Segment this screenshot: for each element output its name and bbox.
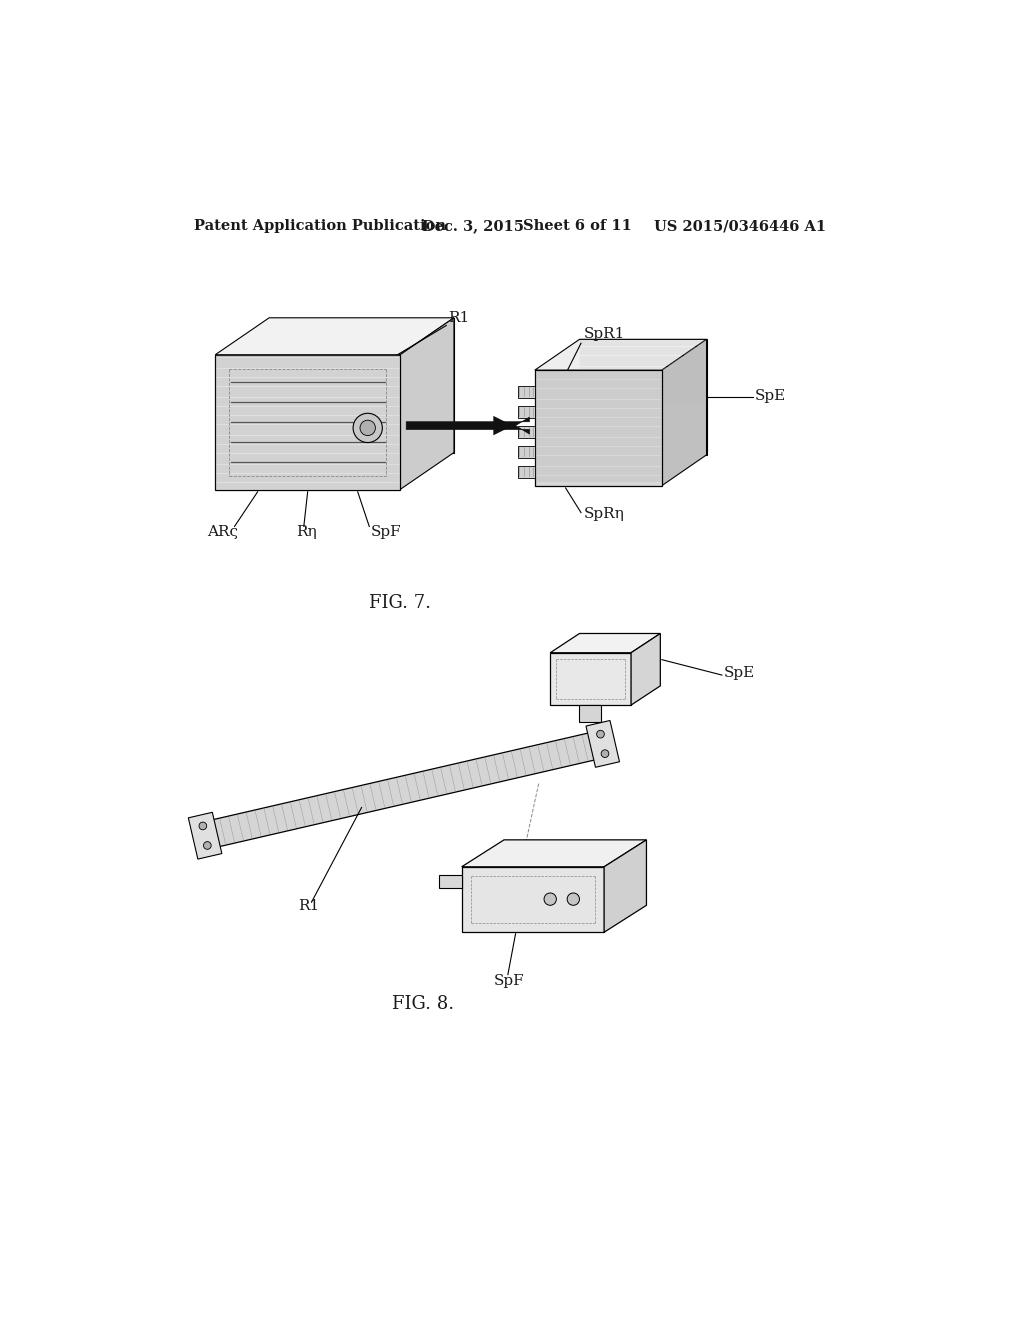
Polygon shape xyxy=(550,653,631,705)
Polygon shape xyxy=(550,634,660,653)
Polygon shape xyxy=(438,874,462,888)
Text: ARς: ARς xyxy=(208,525,239,539)
Text: Sheet 6 of 11: Sheet 6 of 11 xyxy=(523,219,632,234)
Polygon shape xyxy=(535,339,707,370)
Polygon shape xyxy=(586,721,620,767)
Text: SpF: SpF xyxy=(494,974,524,987)
Text: R1: R1 xyxy=(449,312,470,326)
Circle shape xyxy=(567,892,580,906)
Polygon shape xyxy=(407,417,529,434)
Circle shape xyxy=(544,892,556,906)
Circle shape xyxy=(353,413,382,442)
Circle shape xyxy=(597,730,604,738)
Text: Rη: Rη xyxy=(296,525,316,539)
Text: SpRη: SpRη xyxy=(584,507,625,521)
Polygon shape xyxy=(400,318,454,490)
Text: FIG. 7.: FIG. 7. xyxy=(369,594,431,612)
Polygon shape xyxy=(662,339,707,486)
Circle shape xyxy=(204,842,211,849)
Circle shape xyxy=(601,750,609,758)
Polygon shape xyxy=(202,730,606,849)
Text: FIG. 8.: FIG. 8. xyxy=(392,995,455,1012)
Polygon shape xyxy=(518,405,535,418)
Text: US 2015/0346446 A1: US 2015/0346446 A1 xyxy=(654,219,826,234)
Text: Patent Application Publication: Patent Application Publication xyxy=(194,219,445,234)
Polygon shape xyxy=(462,840,646,867)
Polygon shape xyxy=(631,634,660,705)
Text: Dec. 3, 2015: Dec. 3, 2015 xyxy=(422,219,523,234)
Polygon shape xyxy=(604,840,646,932)
Polygon shape xyxy=(215,355,400,490)
Polygon shape xyxy=(518,446,535,458)
Text: SpE: SpE xyxy=(755,389,786,403)
Polygon shape xyxy=(269,318,454,453)
Polygon shape xyxy=(518,425,535,438)
Polygon shape xyxy=(580,339,707,455)
Polygon shape xyxy=(462,867,604,932)
Polygon shape xyxy=(215,355,400,490)
Polygon shape xyxy=(518,466,535,478)
Text: SpE: SpE xyxy=(724,667,756,680)
Polygon shape xyxy=(580,705,601,722)
Circle shape xyxy=(360,420,376,436)
Polygon shape xyxy=(535,370,662,486)
Text: SpR1: SpR1 xyxy=(584,327,625,341)
Polygon shape xyxy=(188,812,222,859)
Text: SpF: SpF xyxy=(371,525,401,539)
Circle shape xyxy=(199,822,207,830)
Polygon shape xyxy=(518,385,535,397)
Polygon shape xyxy=(215,318,454,355)
Text: R1: R1 xyxy=(298,899,319,913)
